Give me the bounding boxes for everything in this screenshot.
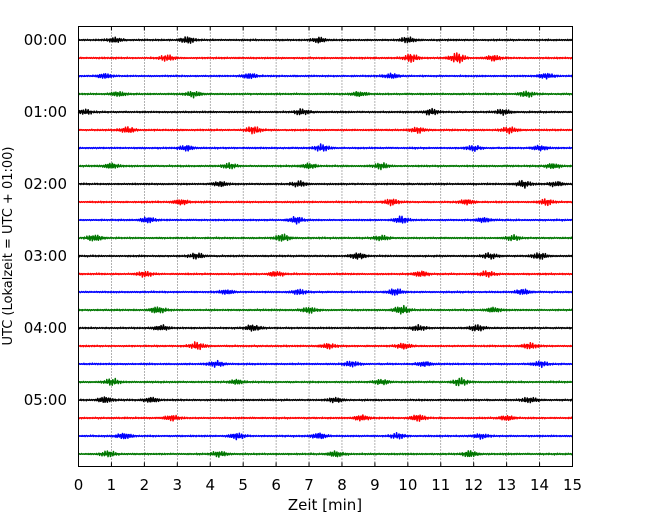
trace-00:30 — [77, 72, 574, 80]
trace-03:15 — [78, 270, 574, 278]
trace-00:15 — [77, 52, 573, 64]
y-tick-label: 01:00 — [24, 103, 67, 121]
trace-02:15 — [77, 198, 573, 207]
y-axis-ticks: 00:00 01:00 02:00 03:00 04:00 05:00 — [24, 31, 573, 409]
y-tick-label: 04:00 — [24, 319, 67, 337]
x-tick-label: 13 — [497, 476, 516, 494]
trace-02:45 — [77, 233, 573, 242]
trace-04:45 — [78, 377, 573, 387]
trace-01:30 — [78, 143, 574, 152]
x-tick-label: 14 — [530, 476, 549, 494]
trace-lines — [77, 36, 574, 458]
plot-frame — [78, 26, 573, 467]
x-tick-label: 10 — [398, 476, 417, 494]
x-tick-label: 3 — [173, 476, 183, 494]
x-tick-label: 9 — [370, 476, 380, 494]
x-tick-label: 11 — [431, 476, 450, 494]
y-tick-label: 02:00 — [24, 175, 67, 193]
trace-03:00 — [77, 252, 574, 260]
trace-01:00 — [77, 107, 573, 116]
trace-04:00 — [78, 324, 574, 332]
trace-02:30 — [78, 215, 574, 225]
trace-00:00 — [78, 36, 573, 44]
x-axis-label: Zeit [min] — [288, 496, 362, 514]
x-tick-label: 1 — [107, 476, 117, 494]
trace-01:45 — [78, 162, 573, 171]
x-tick-label: 0 — [74, 476, 84, 494]
y-tick-label: 05:00 — [24, 391, 67, 409]
grid-lines — [111, 26, 540, 467]
trace-01:15 — [78, 126, 574, 135]
trace-05:30 — [78, 431, 574, 441]
x-tick-label: 7 — [304, 476, 314, 494]
x-tick-label: 2 — [140, 476, 150, 494]
trace-00:45 — [78, 90, 574, 99]
trace-05:15 — [77, 414, 573, 422]
x-axis-ticks: 0 1 2 3 4 5 6 7 8 9 10 11 12 13 14 15 — [74, 26, 582, 494]
x-tick-label: 15 — [563, 476, 582, 494]
x-tick-label: 8 — [337, 476, 347, 494]
trace-02:00 — [78, 179, 573, 189]
trace-05:45 — [77, 450, 573, 458]
x-tick-label: 12 — [464, 476, 483, 494]
trace-03:30 — [77, 288, 573, 296]
trace-03:45 — [78, 304, 574, 315]
y-axis-label: UTC (Lokalzeit = UTC + 01:00) — [1, 147, 16, 346]
y-tick-label: 03:00 — [24, 247, 67, 265]
x-tick-label: 4 — [205, 476, 215, 494]
x-tick-label: 6 — [271, 476, 281, 494]
x-tick-label: 5 — [238, 476, 248, 494]
trace-04:15 — [78, 341, 573, 351]
y-tick-label: 00:00 — [24, 31, 67, 49]
trace-04:30 — [77, 359, 574, 369]
trace-05:00 — [78, 396, 573, 404]
